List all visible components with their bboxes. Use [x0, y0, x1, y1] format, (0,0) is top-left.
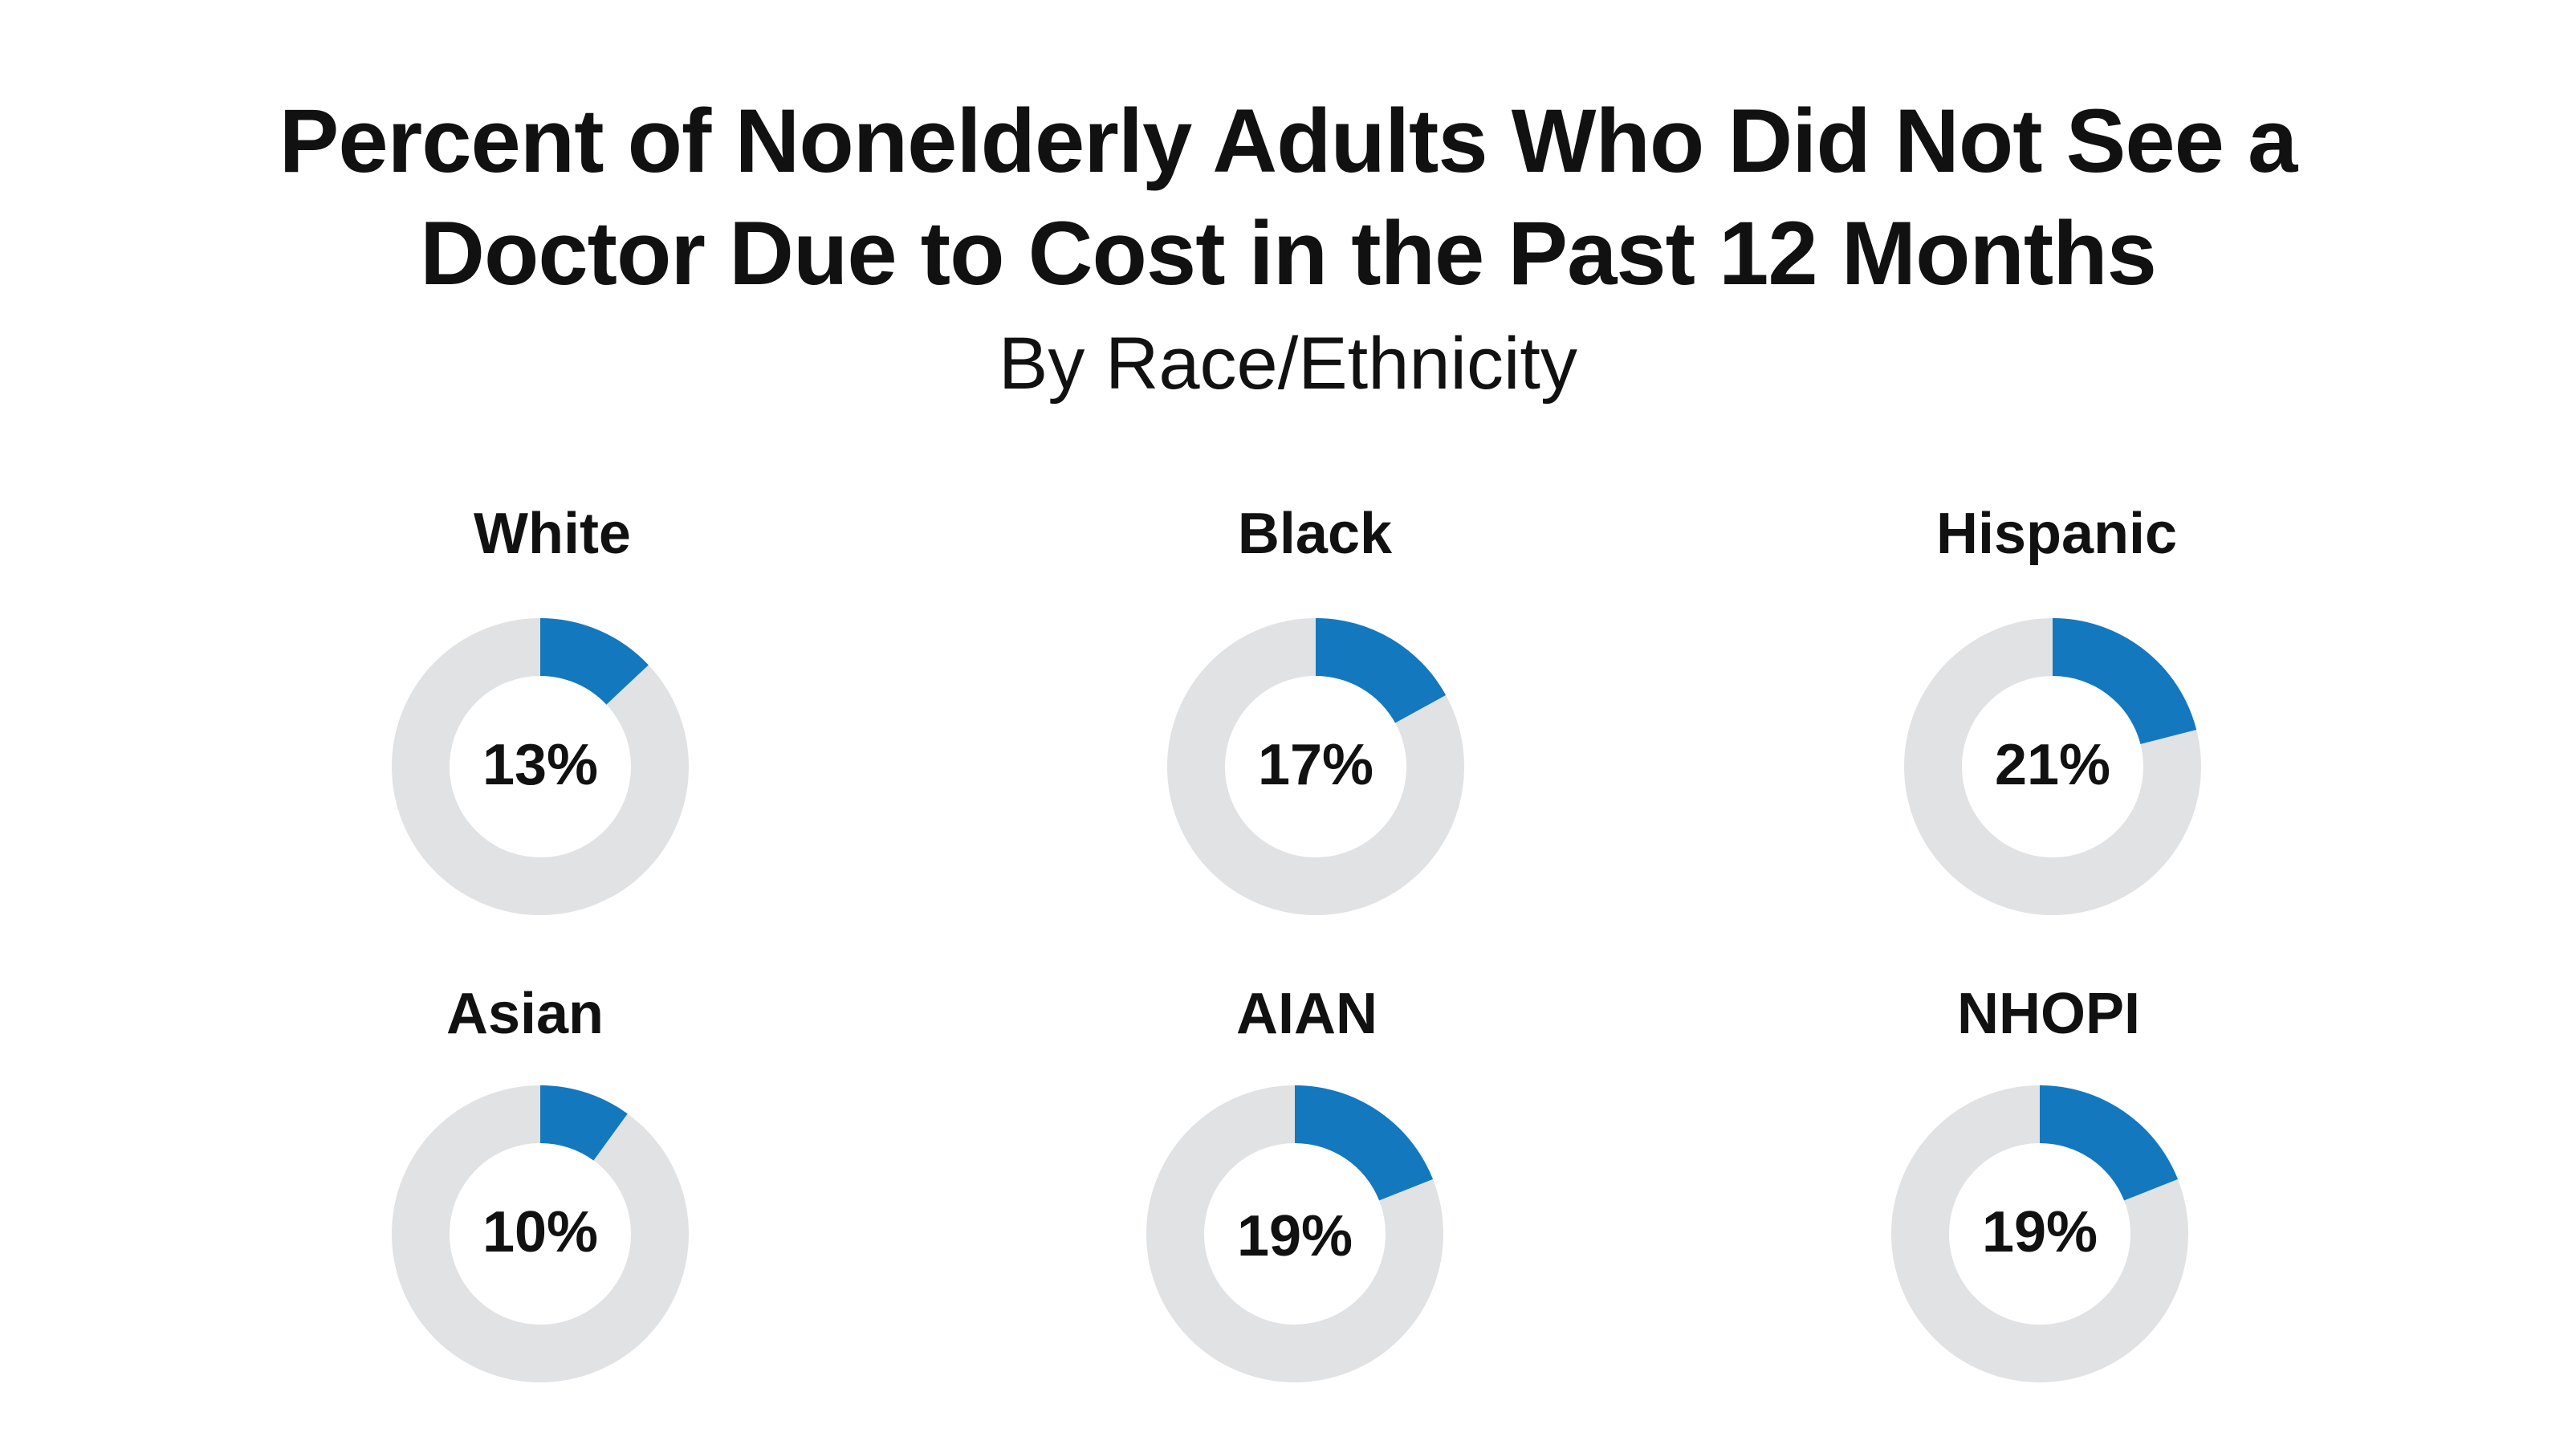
donut-segment-aian [1295, 1085, 1434, 1201]
donut-segment-nhopi [2040, 1085, 2179, 1201]
donut-segment-white [540, 618, 649, 705]
donut-label-black: Black [1237, 502, 1393, 566]
donut-label-asian: Asian [446, 982, 604, 1046]
donut-value-white: 13% [482, 733, 598, 797]
donut-value-nhopi: 19% [1982, 1200, 2098, 1264]
donut-segment-black [1316, 618, 1447, 723]
chart-subtitle: By Race/Ethnicity [999, 323, 1577, 405]
donut-chart-hispanic: 21% [1904, 618, 2201, 915]
donut-chart-black: 17% [1167, 618, 1464, 915]
donut-value-hispanic: 21% [1995, 733, 2110, 797]
chart-title-line-1: Percent of Nonelderly Adults Who Did Not… [279, 91, 2298, 191]
donut-label-hispanic: Hispanic [1935, 502, 2178, 566]
donut-chart-aian: 19% [1146, 1085, 1443, 1382]
donut-label-white: White [474, 502, 631, 566]
donut-label-nhopi: NHOPI [1956, 982, 2141, 1046]
donut-value-black: 17% [1258, 733, 1373, 797]
chart-title-line-2: Doctor Due to Cost in the Past 12 Months [420, 203, 2157, 303]
donut-chart-nhopi: 19% [1891, 1085, 2188, 1382]
donut-value-aian: 19% [1237, 1204, 1353, 1268]
chart-title: Percent of Nonelderly Adults Who Did Not… [0, 85, 2576, 310]
donut-chart-white: 13% [392, 618, 689, 915]
donut-segment-asian [540, 1085, 628, 1161]
donut-value-asian: 10% [482, 1200, 598, 1264]
donut-label-aian: AIAN [1236, 982, 1378, 1046]
donut-segment-hispanic [2053, 618, 2197, 744]
donut-chart-asian: 10% [392, 1085, 689, 1382]
